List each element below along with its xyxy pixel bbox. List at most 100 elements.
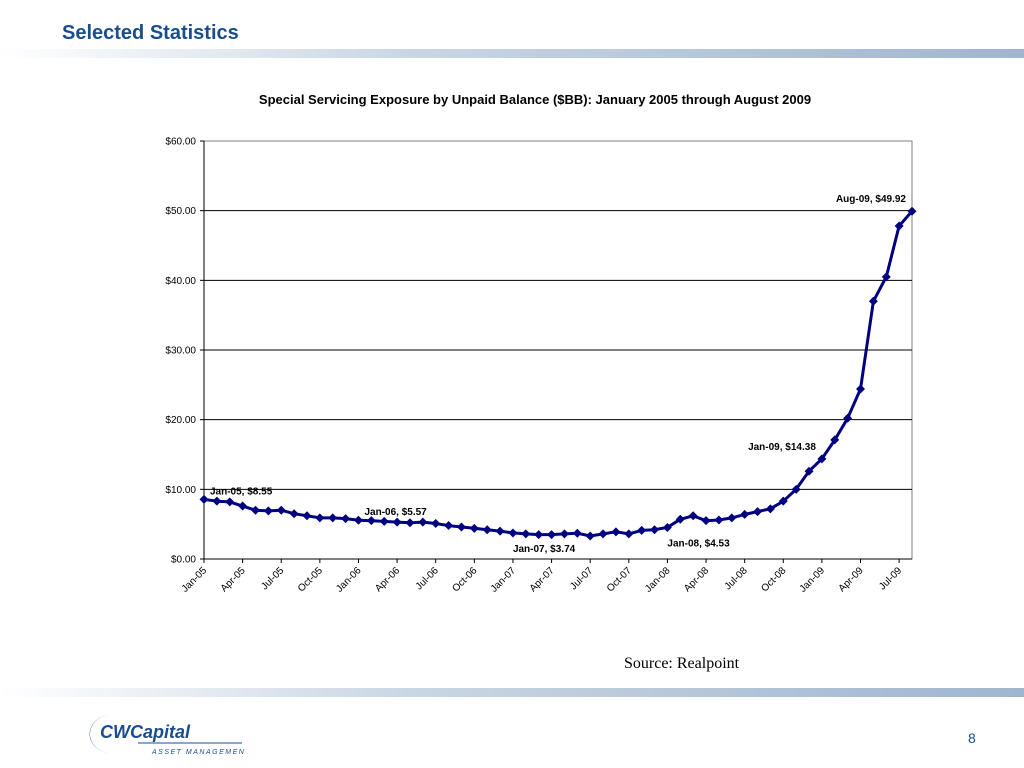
data-point: [341, 514, 351, 524]
data-point: [727, 513, 737, 523]
data-label: Aug-09, $49.92: [836, 194, 906, 205]
x-tick-label: Jul-07: [568, 565, 595, 592]
data-point: [418, 517, 428, 527]
data-point: [263, 506, 273, 516]
data-point: [238, 501, 248, 511]
y-tick-label: $40.00: [165, 276, 196, 287]
x-tick-label: Oct-07: [605, 565, 634, 594]
data-point: [521, 529, 531, 539]
page-number: 8: [968, 730, 976, 746]
data-point: [856, 384, 866, 394]
y-tick-label: $60.00: [165, 137, 196, 148]
data-point: [225, 497, 235, 507]
data-point: [868, 296, 878, 306]
data-point: [830, 435, 840, 445]
data-label: Jan-07, $3.74: [513, 544, 576, 555]
data-point: [366, 516, 376, 526]
data-point: [624, 529, 634, 539]
data-point: [482, 525, 492, 535]
data-point: [547, 530, 557, 540]
series-line: [203, 210, 914, 538]
slide-title: Selected Statistics: [62, 22, 239, 44]
data-point: [212, 496, 222, 506]
data-point: [353, 515, 363, 525]
data-point: [650, 525, 660, 535]
data-point: [791, 484, 801, 494]
data-point: [199, 494, 209, 504]
x-tick-label: Apr-09: [837, 565, 866, 594]
line-chart: Special Servicing Exposure by Unpaid Bal…: [165, 92, 917, 595]
x-tick-label: Jan-09: [798, 565, 828, 595]
data-label: Jan-05, $8.55: [210, 486, 273, 497]
x-tick-label: Jul-09: [877, 565, 904, 592]
data-point: [559, 529, 569, 539]
data-point: [662, 522, 672, 532]
data-point: [585, 531, 595, 541]
y-tick-label: $10.00: [165, 485, 196, 496]
y-tick-label: $30.00: [165, 346, 196, 357]
x-axis: Jan-05 Apr-05 Jul-05 Oct-05 Jan-06 Apr-06 Jul-…: [180, 558, 912, 595]
x-tick-label: Apr-05: [219, 565, 248, 594]
data-point: [250, 505, 260, 515]
data-point: [456, 522, 466, 532]
y-tick-label: $0.00: [171, 555, 196, 566]
y-axis: $0.00 $10.00 $20.00 $30.00 $40.00 $50.00 $60.0…: [165, 137, 205, 566]
footer-divider: [0, 688, 1024, 697]
x-tick-label: Jul-06: [414, 565, 441, 592]
company-logo: CWCapital ASSET MANAGEMENT: [86, 710, 246, 758]
data-point: [637, 525, 647, 535]
data-point: [431, 518, 441, 528]
x-tick-label: Jan-05: [180, 565, 210, 595]
x-tick-label: Oct-05: [296, 565, 325, 594]
data-point: [392, 517, 402, 527]
data-point: [328, 513, 338, 523]
data-point: [495, 526, 505, 536]
data-point: [765, 504, 775, 514]
data-point: [714, 515, 724, 525]
title-divider: [0, 49, 1024, 58]
data-point: [701, 516, 711, 526]
data-point: [611, 527, 621, 537]
data-label: Jan-09, $14.38: [748, 442, 816, 453]
x-tick-label: Jan-07: [489, 565, 519, 595]
data-point: [817, 454, 827, 464]
data-point: [598, 529, 608, 539]
data-point: [444, 521, 454, 531]
data-point: [315, 513, 325, 523]
data-point: [907, 206, 917, 216]
x-tick-label: Jan-08: [643, 565, 673, 595]
y-tick-label: $20.00: [165, 415, 196, 426]
data-point: [688, 511, 698, 521]
svg-text:CWCapital: CWCapital: [100, 722, 191, 742]
source-note: Source: Realpoint: [624, 655, 740, 672]
data-point: [572, 528, 582, 538]
x-tick-label: Jul-05: [259, 565, 286, 592]
data-point: [753, 507, 763, 517]
data-point: [469, 523, 479, 533]
x-tick-label: Apr-06: [373, 565, 402, 594]
gridlines: [203, 140, 913, 560]
data-point: [534, 530, 544, 540]
data-series: [199, 206, 917, 541]
data-point: [405, 518, 415, 528]
data-point: [740, 509, 750, 519]
x-tick-label: Jul-08: [723, 565, 750, 592]
data-label: Jan-08, $4.53: [667, 538, 730, 549]
data-point: [289, 509, 299, 519]
x-tick-label: Oct-06: [450, 565, 479, 594]
data-point: [302, 511, 312, 521]
data-point: [675, 514, 685, 524]
x-tick-label: Jan-06: [334, 565, 364, 595]
data-annotations: Jan-05, $8.55 Jan-06, $5.57 Jan-07, $3.74 J…: [210, 194, 906, 555]
data-point: [804, 466, 814, 476]
svg-text:ASSET MANAGEMENT: ASSET MANAGEMENT: [151, 749, 246, 756]
data-point: [778, 496, 788, 506]
data-point: [276, 505, 286, 515]
data-point: [508, 528, 518, 538]
data-point: [894, 221, 904, 231]
data-point: [843, 413, 853, 423]
chart-title: Special Servicing Exposure by Unpaid Bal…: [259, 92, 811, 107]
data-point: [881, 272, 891, 282]
data-label: Jan-06, $5.57: [364, 507, 427, 518]
data-point: [379, 516, 389, 526]
